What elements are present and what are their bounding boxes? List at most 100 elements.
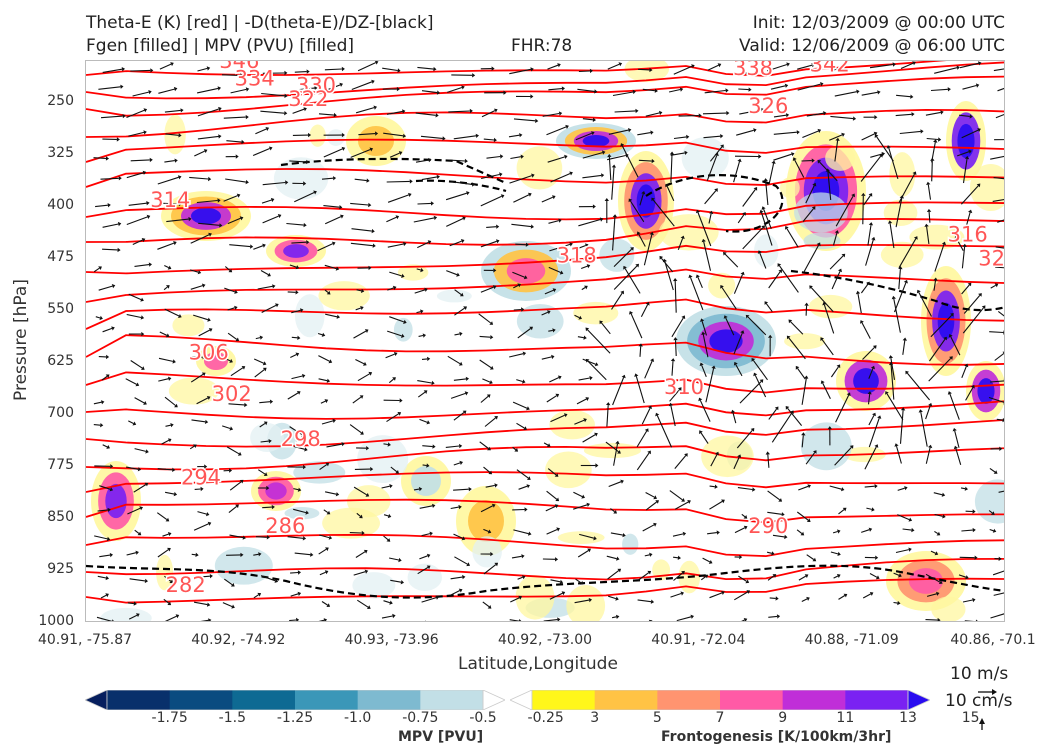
wind-vector-shaft [860, 283, 869, 294]
wind-vector [100, 593, 109, 599]
wind-vector-head [297, 570, 301, 575]
wind-vector [802, 128, 822, 139]
wind-vector-head [339, 82, 343, 87]
wind-vector [94, 535, 111, 541]
wind-vector-head [662, 258, 667, 263]
wind-vector-head [1002, 417, 1004, 423]
wind-vector [575, 131, 595, 141]
wind-vector [678, 113, 702, 118]
wind-vector-head [229, 426, 234, 431]
wind-vector-head [245, 114, 249, 120]
wind-vector [191, 419, 209, 424]
wind-vector-head [681, 570, 685, 575]
wind-vector-shaft [834, 447, 852, 466]
wind-vector-shaft [485, 484, 495, 488]
wind-vector-shaft [453, 378, 467, 381]
wind-vector [905, 370, 931, 401]
vertical-scale-arrowhead [979, 718, 985, 724]
wind-legend-horizontal: 10 m/s [950, 664, 1009, 684]
wind-vector-head [112, 619, 114, 621]
wind-vector-shaft [610, 532, 623, 536]
wind-vector [518, 484, 530, 490]
wind-vector-shaft [934, 513, 943, 517]
wind-vector-shaft [134, 529, 140, 534]
wind-vector [512, 271, 528, 280]
wind-vector-head [144, 482, 149, 487]
wind-vector [863, 193, 873, 206]
y-tick-label: 550 [47, 300, 74, 317]
wind-vector-shaft [191, 553, 196, 556]
wind-vector-shaft [889, 223, 895, 249]
wind-vector-head [149, 157, 153, 163]
wind-vector-shaft [608, 595, 617, 600]
wind-vector-head [926, 208, 932, 212]
wind-vector-shaft [382, 67, 398, 72]
wind-vector-shaft [868, 368, 874, 379]
wind-vector-shaft [697, 276, 703, 289]
wind-vector-head [296, 617, 300, 621]
wind-vector-head [145, 449, 149, 454]
wind-vector [768, 406, 779, 420]
wind-vector [659, 255, 674, 273]
wind-vector [930, 157, 935, 182]
wind-vector-head [170, 62, 174, 67]
wind-vector-head [432, 444, 436, 449]
wind-vector [547, 63, 561, 70]
wind-vector-shaft [900, 62, 914, 70]
wind-vector-shaft [673, 556, 679, 559]
wind-vector-shaft [421, 533, 431, 537]
wind-vector-shaft [421, 90, 438, 94]
wind-vector-shaft [319, 84, 341, 94]
wind-vector [542, 557, 559, 562]
wind-vector-head [820, 82, 824, 87]
wind-vector-shaft [607, 63, 620, 70]
wind-vector [739, 107, 765, 115]
theta-e-contour [86, 471, 1004, 493]
wind-vector-head [916, 289, 921, 294]
wind-vector-shaft [703, 135, 721, 139]
wind-vector [798, 484, 811, 491]
wind-vector-shaft [548, 266, 561, 274]
wind-vector [197, 106, 222, 117]
wind-vector-shaft [990, 155, 1004, 160]
wind-vector-shaft [621, 145, 639, 178]
wind-vector [512, 401, 530, 411]
wind-vector-head [594, 362, 599, 367]
wind-vector-head [397, 68, 401, 73]
wind-vector-head [219, 223, 223, 228]
wind-vector-shaft [637, 572, 650, 581]
wind-vector-head [817, 128, 822, 133]
wind-vector-shaft [260, 270, 269, 276]
wind-vector-head [688, 274, 693, 279]
wind-vector-head [837, 529, 841, 534]
wind-vector-head [872, 345, 877, 349]
wind-vector [130, 360, 145, 370]
wind-vector-head [785, 226, 789, 230]
wind-vector [639, 191, 646, 206]
wind-vector-head [468, 487, 472, 492]
wind-vector-shaft [317, 243, 334, 252]
wind-vector [861, 131, 878, 141]
wind-vector [871, 621, 882, 622]
wind-vector-head [873, 131, 878, 136]
wind-vector-shaft [996, 418, 1003, 421]
wind-vector-shaft [933, 280, 937, 291]
wind-vector-head [695, 209, 701, 214]
wind-vector-head [490, 551, 494, 557]
theta-e-lapse-contour [86, 564, 1004, 599]
wind-vector-head [371, 228, 375, 234]
wind-vector [608, 479, 624, 488]
wind-vector [419, 503, 436, 509]
wind-vector-shaft [670, 154, 673, 183]
wind-vector-head [737, 454, 742, 458]
wind-vector-head [469, 108, 473, 114]
wind-vector-head [237, 451, 242, 456]
wind-vector-shaft [358, 133, 376, 136]
wind-vector-shaft [670, 592, 682, 598]
wind-vector [893, 572, 902, 578]
wind-vector-head [333, 176, 337, 181]
wind-vector-head [523, 275, 528, 280]
wind-vector-head [464, 158, 468, 164]
wind-vector [509, 351, 527, 358]
wind-vector-head [673, 337, 678, 341]
